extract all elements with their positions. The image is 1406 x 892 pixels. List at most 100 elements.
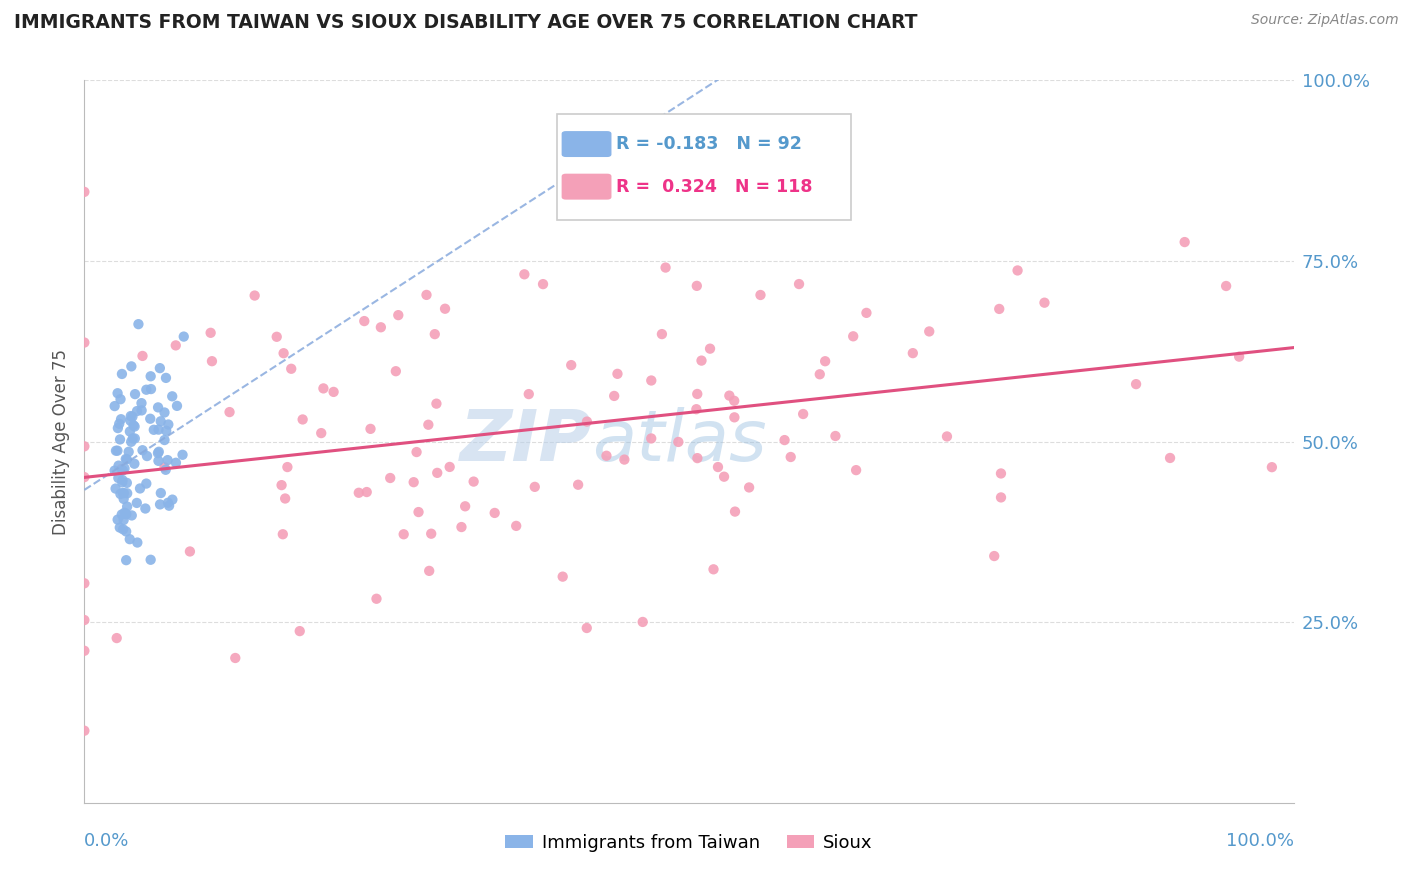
Point: [309, 426, 332, 441]
Point: [148, 444, 170, 458]
Point: [165, 456, 187, 470]
Point: [699, 342, 721, 356]
Text: IMMIGRANTS FROM TAIWAN VS SIOUX DISABILITY AGE OVER 75 CORRELATION CHART: IMMIGRANTS FROM TAIWAN VS SIOUX DISABILI…: [14, 13, 918, 32]
Point: [115, 500, 138, 514]
Point: [654, 260, 676, 275]
Point: [111, 475, 134, 490]
Point: [108, 520, 131, 534]
Point: [356, 485, 378, 500]
Point: [104, 482, 127, 496]
Point: [723, 410, 745, 425]
Point: [156, 453, 179, 467]
Point: [707, 460, 730, 475]
Point: [347, 485, 370, 500]
Point: [990, 491, 1012, 505]
Point: [179, 544, 201, 558]
Point: [73, 644, 96, 658]
Point: [135, 383, 157, 397]
Point: [523, 480, 546, 494]
Point: [121, 409, 143, 424]
Point: [131, 396, 153, 410]
Point: [322, 384, 344, 399]
Point: [575, 621, 598, 635]
Point: [160, 389, 183, 403]
Point: [73, 470, 96, 484]
Point: [686, 278, 709, 293]
Point: [149, 497, 172, 511]
Point: [127, 317, 149, 331]
Point: [120, 409, 142, 423]
Point: [845, 463, 868, 477]
Text: atlas: atlas: [592, 407, 766, 476]
Point: [124, 457, 146, 471]
Point: [370, 320, 392, 334]
Point: [531, 277, 554, 292]
Point: [218, 405, 240, 419]
Point: [408, 505, 430, 519]
Point: [104, 443, 127, 458]
Point: [153, 460, 176, 475]
Point: [266, 330, 288, 344]
Text: R =  0.324   N = 118: R = 0.324 N = 118: [616, 178, 813, 195]
Point: [111, 473, 134, 487]
Point: [139, 553, 162, 567]
Point: [139, 411, 162, 425]
Point: [595, 449, 617, 463]
Point: [360, 422, 382, 436]
Point: [271, 527, 294, 541]
Point: [172, 448, 194, 462]
Point: [454, 500, 477, 514]
Y-axis label: Disability Age Over 75: Disability Age Over 75: [52, 349, 70, 534]
Point: [146, 401, 169, 415]
Point: [808, 368, 831, 382]
Point: [110, 462, 132, 476]
Point: [157, 499, 180, 513]
Point: [118, 444, 141, 458]
Point: [779, 450, 801, 464]
Point: [73, 613, 96, 627]
Point: [111, 367, 134, 381]
Point: [107, 471, 129, 485]
Point: [107, 458, 129, 473]
Point: [1227, 350, 1250, 364]
Point: [115, 486, 138, 500]
Point: [686, 451, 709, 466]
Point: [118, 532, 141, 546]
Point: [513, 268, 536, 282]
Point: [567, 477, 589, 491]
Point: [517, 387, 540, 401]
Point: [243, 288, 266, 302]
Point: [111, 486, 134, 500]
Point: [105, 631, 128, 645]
Point: [148, 423, 170, 437]
Point: [749, 288, 772, 302]
Point: [124, 387, 146, 401]
Point: [124, 432, 146, 446]
Point: [148, 454, 170, 468]
Point: [73, 723, 96, 738]
Point: [115, 524, 138, 539]
Point: [73, 439, 96, 453]
Point: [575, 415, 598, 429]
Text: Source: ZipAtlas.com: Source: ZipAtlas.com: [1251, 13, 1399, 28]
Point: [366, 591, 388, 606]
Point: [166, 399, 188, 413]
Point: [149, 486, 172, 500]
Point: [112, 513, 135, 527]
Point: [718, 389, 741, 403]
Point: [918, 325, 941, 339]
Point: [156, 496, 179, 510]
Point: [121, 508, 143, 523]
Point: [110, 392, 132, 407]
Point: [162, 492, 184, 507]
Point: [713, 469, 735, 483]
Point: [149, 361, 172, 376]
Point: [111, 463, 134, 477]
Point: [134, 501, 156, 516]
Point: [120, 359, 142, 374]
Point: [405, 445, 427, 459]
Point: [418, 564, 440, 578]
Point: [1261, 460, 1284, 475]
Point: [114, 452, 136, 467]
Point: [1007, 263, 1029, 277]
